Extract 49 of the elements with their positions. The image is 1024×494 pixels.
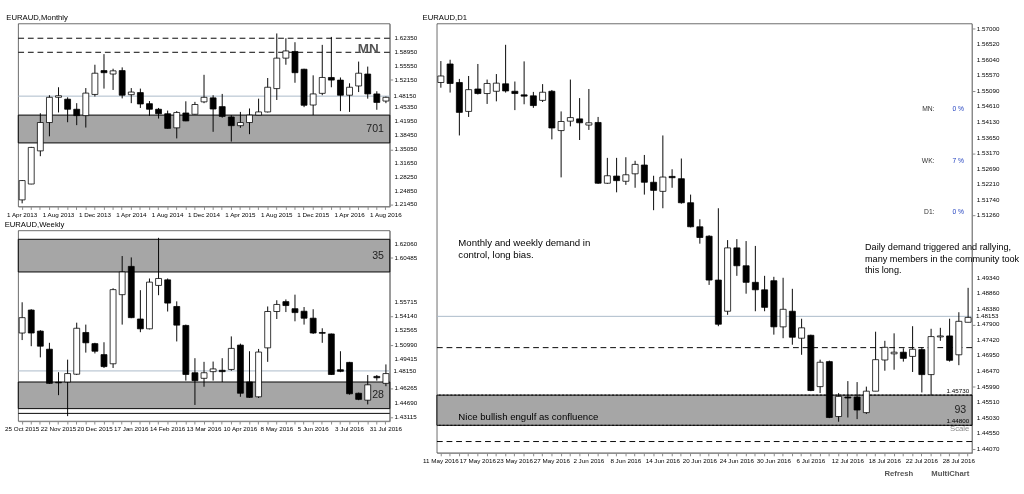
candlestick bbox=[82, 324, 90, 354]
candlestick bbox=[309, 308, 317, 335]
text: MultiChart bbox=[931, 468, 970, 478]
candlestick bbox=[373, 90, 381, 111]
candlestick bbox=[346, 82, 353, 113]
candlestick bbox=[761, 275, 768, 312]
band-label: 701 bbox=[366, 121, 385, 134]
candlestick bbox=[576, 97, 584, 141]
candlestick bbox=[318, 327, 326, 344]
candlestick bbox=[622, 156, 630, 186]
candlestick bbox=[27, 308, 35, 347]
candlestick bbox=[603, 157, 611, 185]
candlestick bbox=[465, 75, 473, 118]
annotation: MN bbox=[357, 40, 379, 56]
candlestick bbox=[355, 61, 362, 93]
candlestick bbox=[337, 77, 344, 112]
candlestick bbox=[200, 74, 208, 104]
candlestick bbox=[751, 245, 759, 312]
candlestick bbox=[613, 157, 620, 193]
band-label: 35 bbox=[372, 248, 385, 261]
candlestick bbox=[164, 277, 171, 312]
candlestick bbox=[91, 64, 99, 98]
chart-title: EURAUD,Weekly bbox=[4, 219, 65, 229]
annotation: Scale bbox=[950, 423, 970, 433]
candlestick bbox=[566, 79, 574, 127]
candlestick bbox=[36, 329, 44, 358]
annotation: Nice bullish engulf as confluence bbox=[458, 410, 599, 422]
text: Refresh bbox=[884, 468, 914, 478]
band-label: 93 bbox=[954, 403, 967, 416]
candlestick bbox=[227, 335, 235, 372]
candlestick bbox=[282, 298, 290, 313]
candlestick bbox=[640, 154, 648, 196]
candlestick bbox=[137, 289, 144, 333]
candlestick bbox=[511, 81, 519, 111]
candlestick bbox=[173, 300, 181, 342]
candlestick bbox=[55, 86, 62, 113]
candlestick bbox=[137, 88, 144, 109]
candlestick bbox=[631, 160, 639, 189]
candlestick bbox=[520, 60, 528, 105]
candlestick bbox=[492, 73, 500, 102]
candlestick bbox=[364, 66, 372, 100]
annotation: Monthly and weekly demand in control, long bias. bbox=[458, 237, 591, 261]
chart-title: EURAUD,D1 bbox=[422, 12, 467, 22]
band-label: 28 bbox=[372, 388, 385, 401]
candlestick bbox=[502, 44, 510, 94]
chart-title: EURAUD,Monthly bbox=[6, 12, 69, 22]
candlestick bbox=[273, 299, 281, 320]
candlestick bbox=[650, 175, 657, 211]
annotation: Daily demand triggered and rallying, many members in the community took this long. bbox=[865, 242, 1020, 276]
